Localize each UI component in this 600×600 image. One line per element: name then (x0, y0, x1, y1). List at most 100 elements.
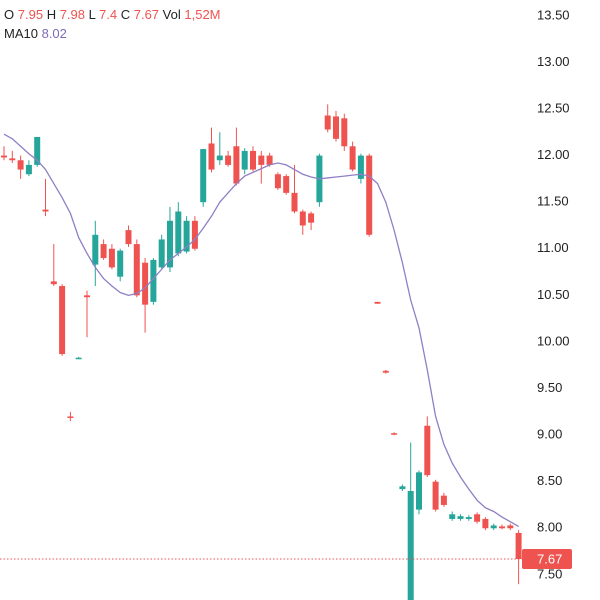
candle (167, 206, 173, 273)
candle (274, 172, 281, 191)
candle-body (507, 525, 514, 529)
candle-body (341, 118, 348, 147)
candle (432, 479, 439, 512)
candle-body (258, 155, 265, 165)
candle-body (241, 150, 248, 170)
label: O (4, 7, 14, 22)
candle-body (324, 115, 331, 130)
candle-body (175, 211, 182, 254)
candle (191, 216, 198, 251)
candle-body (382, 370, 389, 373)
y-tick-label: 13.50 (537, 7, 570, 22)
candle (341, 113, 348, 151)
candle (125, 225, 132, 247)
candle-body (191, 220, 198, 249)
candle-body (474, 514, 481, 522)
candle (158, 234, 165, 270)
candle (1, 146, 7, 161)
candle-body (308, 213, 315, 223)
ma-header: MA10 8.02 (4, 26, 67, 41)
candle-body (274, 174, 281, 189)
candle (250, 146, 256, 172)
label: C (121, 7, 130, 22)
y-tick-label: 9.00 (537, 427, 562, 442)
label: H (47, 7, 56, 22)
candle (9, 150, 16, 164)
y-tick-label: 12.50 (537, 100, 570, 115)
candle (150, 258, 157, 305)
candle-body (125, 230, 132, 245)
candle (50, 244, 57, 287)
candle-body (108, 248, 115, 268)
candle (92, 220, 99, 287)
candle (233, 127, 240, 186)
candle (283, 174, 290, 195)
candle (490, 523, 497, 531)
candle-body (158, 239, 165, 268)
candle (200, 149, 207, 207)
candle-body (366, 155, 373, 235)
candle (366, 153, 373, 237)
candle (324, 104, 331, 133)
candle (208, 127, 215, 173)
label: Vol (163, 7, 181, 22)
y-tick-label: 12.00 (537, 147, 570, 162)
candle (424, 416, 431, 478)
plot (0, 104, 525, 600)
ma-name: MA10 (4, 26, 38, 41)
candle (216, 132, 223, 165)
candle (465, 515, 472, 521)
value: 7.67 (134, 7, 159, 22)
candle (357, 153, 364, 184)
candle-body (250, 150, 256, 170)
candle (499, 524, 505, 530)
candle (291, 164, 298, 214)
candle-body (167, 220, 173, 268)
candle-body (299, 211, 306, 226)
candle-body (349, 146, 356, 170)
candle (117, 248, 124, 282)
candle-body (216, 155, 223, 161)
candle-body (34, 136, 41, 165)
candle-body (75, 357, 82, 360)
candle (258, 150, 265, 184)
candle-body (100, 244, 107, 259)
candle (25, 160, 32, 177)
candle (142, 258, 149, 333)
candle-body (266, 155, 273, 165)
candle-body (416, 472, 422, 510)
ohlc-header: O 7.95 H 7.98 L 7.4 C 7.67 Vol 1,52M (4, 7, 221, 22)
candle-body (200, 149, 207, 203)
candle-body (291, 192, 298, 212)
candle-body (92, 234, 99, 265)
value: 7.4 (99, 7, 117, 22)
label: L (89, 7, 96, 22)
candle-body (424, 425, 431, 476)
last-price-tag (522, 549, 572, 570)
candle (241, 148, 248, 175)
candle (299, 209, 306, 235)
candle (507, 523, 514, 531)
candle-body (465, 517, 472, 519)
candle (382, 369, 389, 374)
candle (67, 411, 74, 422)
candle-body (399, 486, 406, 490)
candle-body (449, 514, 456, 519)
candle (133, 239, 140, 298)
candle-body (515, 532, 522, 560)
candle-body (432, 481, 439, 510)
y-tick-label: 10.00 (537, 333, 570, 348)
candle-body (407, 490, 414, 600)
candle (391, 432, 398, 436)
candle-body (59, 286, 66, 355)
y-tick-label: 11.50 (537, 194, 569, 209)
candle-body (17, 160, 24, 170)
candle (17, 155, 24, 179)
candle-body (25, 164, 32, 175)
candle (34, 136, 41, 167)
candle (175, 202, 182, 257)
last-price-label: 7.67 (537, 551, 562, 566)
y-tick-label: 9.50 (537, 380, 562, 395)
